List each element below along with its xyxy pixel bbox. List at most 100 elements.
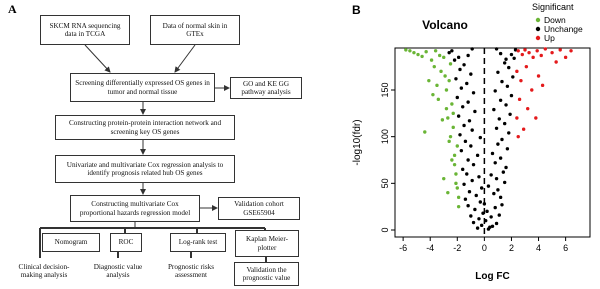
point <box>455 95 459 100</box>
flow-node: Log-rank test <box>170 233 226 252</box>
point <box>530 88 534 92</box>
point <box>511 75 515 79</box>
point <box>509 52 514 57</box>
point <box>471 162 476 167</box>
point <box>444 106 449 111</box>
point <box>447 139 451 144</box>
point <box>489 215 493 219</box>
point <box>498 51 503 56</box>
point <box>462 123 466 128</box>
point <box>494 47 499 51</box>
point <box>504 165 508 170</box>
point <box>442 55 446 60</box>
point <box>456 195 461 200</box>
point <box>465 172 469 176</box>
point <box>492 107 496 112</box>
point <box>463 139 468 144</box>
point <box>490 224 495 228</box>
point <box>540 83 545 88</box>
flow-node: Constructing protein-protein interaction… <box>55 115 235 140</box>
point <box>496 70 500 74</box>
point <box>451 111 455 116</box>
point <box>459 86 464 90</box>
point <box>461 167 465 172</box>
point <box>446 116 450 120</box>
point <box>485 209 489 214</box>
point <box>502 61 507 65</box>
point <box>558 48 562 52</box>
point <box>436 97 441 102</box>
point <box>470 47 474 51</box>
chart-title: Volcano <box>422 18 468 32</box>
point <box>543 47 548 51</box>
point <box>504 103 508 107</box>
point <box>416 52 420 57</box>
point <box>486 184 491 188</box>
x-axis-label: Log FC <box>475 271 509 282</box>
point <box>498 156 503 160</box>
point <box>501 170 506 174</box>
x-tick-label: 4 <box>536 243 541 253</box>
point <box>466 53 470 58</box>
point <box>494 126 499 130</box>
point <box>554 60 558 64</box>
point <box>451 125 455 130</box>
point <box>439 69 443 74</box>
point <box>463 197 468 201</box>
point <box>516 49 520 53</box>
point <box>469 214 473 218</box>
point <box>526 106 530 111</box>
point <box>515 116 519 120</box>
volcano-chart: B Volcano -6 -4 -2 0 2 4 6 0 50 100 150 Log FC -log10(… <box>352 2 591 282</box>
point <box>550 50 554 55</box>
legend-label: Up <box>544 33 555 43</box>
point <box>505 84 510 88</box>
point <box>474 193 478 198</box>
point <box>412 50 416 55</box>
point <box>455 144 459 148</box>
point <box>539 53 543 58</box>
flow-node: Validation cohort GSE65904 <box>218 197 300 220</box>
point <box>435 83 439 88</box>
y-tick-label: 100 <box>380 129 390 144</box>
point <box>569 49 573 53</box>
point <box>477 217 481 221</box>
x-tick-label: -2 <box>453 243 461 253</box>
point <box>466 100 470 104</box>
point <box>505 147 510 151</box>
point <box>508 112 512 116</box>
point <box>509 93 514 98</box>
point <box>500 137 504 142</box>
flow-node: Univariate and multivariate Cox regressi… <box>55 155 235 183</box>
point <box>456 204 461 209</box>
point <box>512 56 516 60</box>
point <box>466 158 470 162</box>
point <box>531 55 535 60</box>
x-tick-label: 0 <box>482 243 487 253</box>
point <box>458 67 462 72</box>
x-tick-label: 6 <box>563 243 568 253</box>
point <box>494 221 499 226</box>
point <box>492 191 496 196</box>
flow-node: Data of normal skin in GTEx <box>150 15 240 45</box>
flow-node: Prognostic risks assessment <box>157 258 225 284</box>
point <box>431 92 435 97</box>
point <box>521 127 526 131</box>
point <box>470 178 474 183</box>
point <box>456 114 461 118</box>
y-tick-label: 150 <box>380 82 390 97</box>
flow-arrows <box>39 44 267 262</box>
point <box>473 109 477 114</box>
point <box>450 102 454 106</box>
point <box>498 98 503 102</box>
point <box>452 153 457 158</box>
panel-label: A <box>8 2 17 16</box>
point <box>496 188 500 192</box>
point <box>469 144 473 148</box>
plot-frame <box>394 47 591 238</box>
point <box>534 116 538 120</box>
point <box>523 48 527 52</box>
point <box>517 97 522 102</box>
point <box>497 117 501 121</box>
